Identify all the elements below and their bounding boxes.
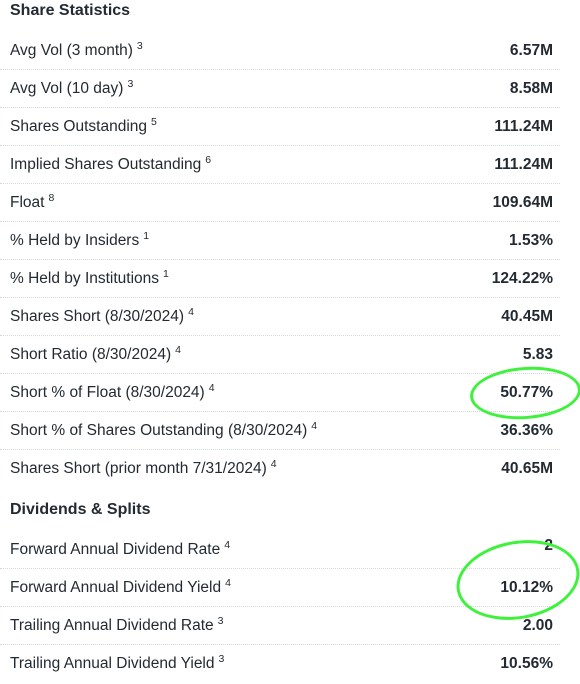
stat-label: Forward Annual Dividend Yield 4	[10, 577, 231, 596]
stat-label: Trailing Annual Dividend Rate 3	[10, 615, 224, 634]
stat-value: 111.24M	[494, 156, 553, 173]
stat-value: 6.57M	[509, 42, 553, 59]
footnote-marker: 3	[136, 40, 143, 52]
footnote-marker: 4	[225, 577, 231, 589]
stat-row-float: Float 8 109.64M	[0, 184, 560, 222]
stat-row-shares-outstanding: Shares Outstanding 5 111.24M	[0, 108, 560, 146]
stat-value: 36.36%	[500, 422, 553, 439]
footnote-marker: 4	[188, 306, 194, 318]
stat-label: Float 8	[10, 192, 55, 211]
stat-row-avg-vol-10-day: Avg Vol (10 day) 3 8.58M	[0, 70, 560, 108]
footnote-marker: 8	[48, 192, 55, 204]
footnote-marker: 4	[208, 382, 215, 394]
stat-label: Trailing Annual Dividend Yield 3	[10, 653, 225, 672]
stat-value: 50.77%	[500, 384, 553, 401]
footnote-marker: 1	[143, 230, 150, 242]
stat-row-held-by-insiders: % Held by Insiders 1 1.53%	[0, 222, 560, 260]
footnote-marker: 4	[175, 344, 181, 356]
stat-label: Short % of Float (8/30/2024) 4	[10, 382, 215, 401]
stat-row-short-percent-of-float: Short % of Float (8/30/2024) 4 50.77%	[0, 374, 560, 412]
dividend-row-trailing-annual-yield: Trailing Annual Dividend Yield 3 10.56%	[0, 645, 560, 683]
stat-value: 2.00	[522, 617, 553, 634]
stat-value: 109.64M	[492, 194, 553, 211]
stat-row-implied-shares-outstanding: Implied Shares Outstanding 6 111.24M	[0, 146, 560, 184]
footnote-marker: 4	[224, 539, 231, 551]
stat-value: 40.65M	[501, 460, 553, 477]
footnote-marker: 3	[217, 615, 224, 627]
stat-row-short-percent-of-shares-outstanding: Short % of Shares Outstanding (8/30/2024…	[0, 412, 560, 450]
footnote-marker: 6	[205, 154, 212, 166]
stat-value: 40.45M	[501, 308, 553, 325]
dividends-splits-title: Dividends & Splits	[10, 501, 151, 518]
stat-row-held-by-institutions: % Held by Institutions 1 124.22%	[0, 260, 560, 298]
stat-label: Avg Vol (3 month) 3	[10, 40, 143, 59]
footnote-marker: 4	[270, 458, 277, 470]
stat-label: Shares Outstanding 5	[10, 116, 157, 135]
footnote-marker: 1	[163, 268, 169, 280]
stat-label: Short % of Shares Outstanding (8/30/2024…	[10, 420, 318, 439]
stat-row-shares-short-prior-month: Shares Short (prior month 7/31/2024) 4 40…	[0, 450, 560, 488]
stat-label: Implied Shares Outstanding 6	[10, 154, 212, 173]
footnote-marker: 3	[218, 653, 225, 665]
stat-value: 8.58M	[509, 80, 553, 97]
stat-value: 5.83	[522, 346, 553, 363]
footnote-marker: 5	[151, 116, 157, 128]
footnote-marker: 3	[127, 78, 134, 90]
dividend-row-trailing-annual-rate: Trailing Annual Dividend Rate 3 2.00	[0, 607, 560, 645]
stat-label: % Held by Insiders 1	[10, 230, 150, 249]
stat-value: 2	[544, 539, 553, 554]
stat-value: 124.22%	[491, 270, 553, 287]
dividend-row-forward-annual-yield: Forward Annual Dividend Yield 4 10.12%	[0, 569, 560, 607]
stat-label: Shares Short (8/30/2024) 4	[10, 306, 194, 325]
dividend-row-forward-annual-rate: Forward Annual Dividend Rate 4 2	[0, 531, 560, 569]
stat-label: Shares Short (prior month 7/31/2024) 4	[10, 458, 277, 477]
share-statistics-title: Share Statistics	[10, 2, 131, 19]
stat-row-short-ratio: Short Ratio (8/30/2024) 4 5.83	[0, 336, 560, 374]
stat-row-shares-short: Shares Short (8/30/2024) 4 40.45M	[0, 298, 560, 336]
stat-value: 10.12%	[500, 579, 553, 596]
stat-label: Short Ratio (8/30/2024) 4	[10, 344, 181, 363]
stat-label: Forward Annual Dividend Rate 4	[10, 539, 231, 558]
stat-label: % Held by Institutions 1	[10, 268, 169, 287]
stat-value: 1.53%	[509, 232, 553, 249]
footnote-marker: 4	[311, 420, 318, 432]
stat-value: 111.24M	[494, 118, 553, 135]
stat-row-avg-vol-3-month: Avg Vol (3 month) 3 6.57M	[0, 32, 560, 70]
stat-label: Avg Vol (10 day) 3	[10, 78, 134, 97]
stat-value: 10.56%	[500, 655, 553, 672]
